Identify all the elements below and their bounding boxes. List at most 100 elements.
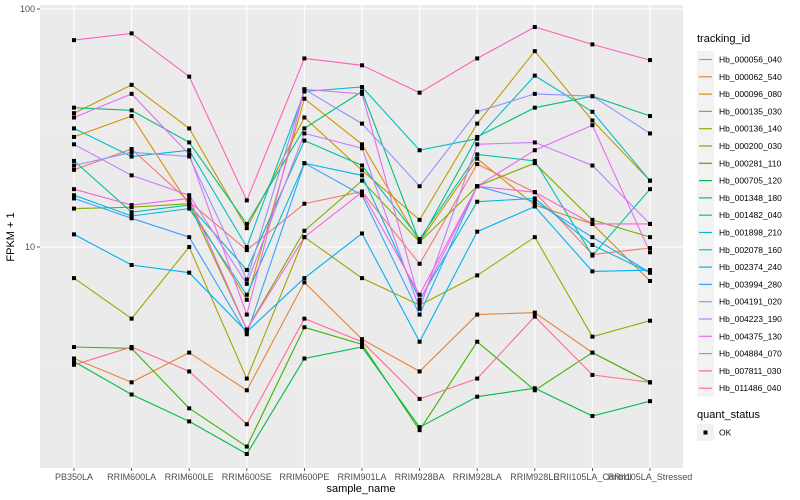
data-point-Hb_004223_190 bbox=[417, 306, 422, 311]
data-point-Hb_002078_160 bbox=[187, 206, 192, 211]
data-point-Hb_000096_080 bbox=[648, 278, 652, 283]
data-point-Hb_000062_540 bbox=[72, 356, 76, 361]
data-point-Hb_002374_240 bbox=[187, 270, 192, 275]
data-point-Hb_004191_020 bbox=[360, 121, 364, 126]
data-point-Hb_001348_180 bbox=[532, 105, 537, 110]
data-point-Hb_001898_210 bbox=[302, 89, 307, 94]
data-point-Hb_002078_160 bbox=[244, 292, 249, 297]
data-point-Hb_004223_190 bbox=[244, 281, 249, 286]
data-point-Hb_000136_140 bbox=[590, 334, 595, 339]
legend-label: Hb_004223_190 bbox=[719, 314, 782, 324]
x-tick-label: RRIM928BA bbox=[395, 472, 445, 482]
data-point-Hb_001482_040 bbox=[302, 138, 307, 143]
data-point-Hb_000705_120 bbox=[532, 386, 537, 391]
series-points bbox=[72, 25, 652, 456]
data-point-Hb_000062_540 bbox=[244, 388, 249, 393]
data-point-Hb_004375_130 bbox=[187, 152, 192, 157]
data-point-Hb_001482_040 bbox=[417, 237, 422, 242]
data-point-Hb_002374_240 bbox=[244, 329, 249, 334]
data-point-Hb_001482_040 bbox=[590, 253, 595, 258]
data-point-Hb_011486_040 bbox=[648, 380, 652, 385]
data-point-Hb_000062_540 bbox=[187, 350, 192, 355]
data-point-Hb_007811_030 bbox=[187, 74, 192, 79]
data-point-Hb_004191_020 bbox=[590, 94, 595, 99]
legend-label: Hb_001348_180 bbox=[719, 193, 782, 203]
data-point-Hb_004191_020 bbox=[417, 184, 422, 189]
data-point-Hb_002374_240 bbox=[417, 339, 422, 344]
data-point-Hb_004375_130 bbox=[244, 312, 249, 317]
legend-label: Hb_000096_080 bbox=[719, 89, 782, 99]
data-point-Hb_004375_130 bbox=[129, 91, 134, 96]
data-point-Hb_002374_240 bbox=[360, 231, 364, 236]
data-point-Hb_000062_540 bbox=[129, 380, 134, 385]
data-point-Hb_007811_030 bbox=[590, 42, 595, 47]
legend-label: Hb_004191_020 bbox=[719, 297, 782, 307]
data-point-Hb_004191_020 bbox=[648, 131, 652, 136]
data-point-Hb_001898_210 bbox=[187, 148, 192, 153]
data-point-Hb_003994_280 bbox=[72, 196, 76, 201]
data-point-Hb_000096_080 bbox=[72, 134, 76, 139]
legend-label: Hb_003994_280 bbox=[719, 279, 782, 289]
data-point-Hb_004884_070 bbox=[475, 184, 480, 189]
data-point-Hb_000136_140 bbox=[72, 276, 76, 281]
data-point-Hb_004884_070 bbox=[417, 292, 422, 297]
data-point-Hb_007811_030 bbox=[417, 90, 422, 95]
data-point-Hb_000281_110 bbox=[475, 339, 480, 344]
data-point-Hb_007811_030 bbox=[129, 31, 134, 36]
legend-item: Hb_000096_080 bbox=[697, 85, 782, 103]
legend-item: Hb_001482_040 bbox=[697, 206, 782, 224]
data-point-Hb_000135_030 bbox=[72, 111, 76, 116]
data-point-Hb_011486_040 bbox=[187, 369, 192, 374]
data-point-Hb_011486_040 bbox=[475, 376, 480, 381]
data-point-Hb_003994_280 bbox=[590, 235, 595, 240]
data-point-Hb_000135_030 bbox=[187, 126, 192, 131]
data-point-Hb_000705_120 bbox=[417, 425, 422, 430]
data-point-Hb_000056_040 bbox=[475, 162, 480, 167]
data-point-Hb_004191_020 bbox=[244, 277, 249, 282]
data-point-Hb_007811_030 bbox=[648, 58, 652, 63]
data-point-Hb_000200_030 bbox=[648, 235, 652, 240]
data-point-Hb_001348_180 bbox=[648, 114, 652, 119]
x-tick-label: RRIM600PE bbox=[279, 472, 329, 482]
legend-item: Hb_004375_130 bbox=[697, 327, 782, 345]
data-point-Hb_000062_540 bbox=[360, 337, 364, 342]
square-point-icon bbox=[703, 430, 708, 435]
data-point-Hb_001348_180 bbox=[72, 105, 76, 110]
data-point-Hb_000135_030 bbox=[129, 82, 134, 87]
legend-item: Hb_007811_030 bbox=[697, 362, 782, 380]
data-point-Hb_000200_030 bbox=[590, 217, 595, 222]
data-point-Hb_001482_040 bbox=[532, 158, 537, 163]
legend-item: Hb_003994_280 bbox=[697, 275, 782, 293]
x-axis: PB350LA RRIM600LA RRIM600LE RRIM600SE RRIM60… bbox=[55, 468, 692, 482]
legend-label: Hb_011486_040 bbox=[719, 383, 782, 393]
data-point-Hb_000281_110 bbox=[72, 345, 76, 350]
legend-item: Hb_001348_180 bbox=[697, 189, 782, 207]
legend-label: Hb_000705_120 bbox=[719, 176, 782, 186]
data-point-Hb_007811_030 bbox=[475, 56, 480, 61]
data-point-Hb_000056_040 bbox=[72, 167, 76, 172]
data-point-Hb_000705_120 bbox=[360, 345, 364, 350]
data-point-Hb_000200_030 bbox=[129, 205, 134, 210]
data-point-Hb_000056_040 bbox=[648, 246, 652, 251]
data-point-Hb_004884_070 bbox=[590, 221, 595, 226]
data-point-Hb_001348_180 bbox=[129, 108, 134, 113]
data-point-Hb_004223_190 bbox=[590, 163, 595, 168]
data-point-Hb_001898_210 bbox=[244, 245, 249, 249]
legend-label: Hb_000135_030 bbox=[719, 106, 782, 116]
data-point-Hb_007811_030 bbox=[532, 25, 537, 30]
legend-item: Hb_004884_070 bbox=[697, 345, 782, 363]
data-point-Hb_000135_030 bbox=[475, 121, 480, 126]
data-point-Hb_002078_160 bbox=[532, 196, 537, 201]
data-point-Hb_000136_140 bbox=[417, 303, 422, 308]
legend-label: Hb_000056_040 bbox=[719, 55, 782, 65]
data-point-Hb_001348_180 bbox=[302, 126, 307, 131]
data-point-Hb_000056_040 bbox=[417, 261, 422, 266]
legend-item: Hb_000705_120 bbox=[697, 172, 782, 190]
legend-item: Hb_002078_160 bbox=[697, 241, 782, 259]
data-point-Hb_003994_280 bbox=[129, 216, 134, 221]
data-point-Hb_000705_120 bbox=[129, 392, 134, 397]
data-point-Hb_000136_140 bbox=[360, 276, 364, 281]
data-point-Hb_007811_030 bbox=[360, 63, 364, 68]
data-point-Hb_011486_040 bbox=[129, 345, 134, 350]
